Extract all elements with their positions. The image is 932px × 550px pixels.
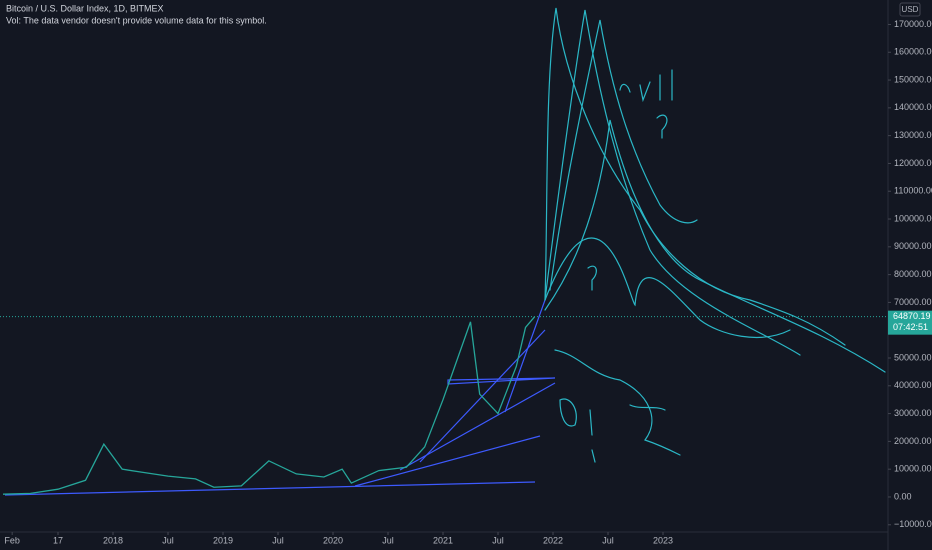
- x-tick-label: 2018: [103, 535, 123, 545]
- y-tick-label: 120000.00: [894, 158, 932, 168]
- y-tick-label: 10000.00: [894, 464, 932, 474]
- y-tick-label: 50000.00: [894, 352, 932, 362]
- last-price-label: 64870.19: [893, 311, 931, 321]
- y-tick-label: 70000.00: [894, 297, 932, 307]
- y-tick-label: 110000.00: [894, 186, 932, 196]
- x-tick-label: Jul: [272, 535, 284, 545]
- x-tick-label: Feb: [4, 535, 20, 545]
- chart-subtitle: Vol: The data vendor doesn't provide vol…: [6, 15, 267, 25]
- currency-button[interactable]: [899, 2, 921, 17]
- countdown-label: 07:42:51: [893, 322, 928, 332]
- y-tick-label: 100000.00: [894, 213, 932, 223]
- x-tick-label: 2021: [433, 535, 453, 545]
- freehand-drawings: [544, 7, 886, 463]
- x-tick-label: 2019: [213, 535, 233, 545]
- last-price-box: [888, 310, 932, 335]
- x-tick-label: Jul: [382, 535, 394, 545]
- y-tick-label: 130000.00: [894, 130, 932, 140]
- y-tick-label: 150000.00: [894, 74, 932, 84]
- y-tick-label: −10000.00: [894, 519, 932, 529]
- x-tick-label: 2022: [543, 535, 563, 545]
- x-tick-label: Jul: [162, 535, 174, 545]
- y-tick-label: 20000.00: [894, 436, 932, 446]
- y-tick-label: 90000.00: [894, 241, 932, 251]
- currency-label: USD: [902, 5, 919, 14]
- price-line: [2, 316, 536, 495]
- x-tick-label: 17: [53, 535, 63, 545]
- y-tick-label: 140000.00: [894, 102, 932, 112]
- x-tick-label: Jul: [602, 535, 614, 545]
- y-tick-label: 40000.00: [894, 380, 932, 390]
- x-tick-label: 2020: [323, 535, 343, 545]
- trend-lines: [4, 299, 556, 496]
- y-tick-label: 0.00: [894, 491, 912, 501]
- y-tick-label: 80000.00: [894, 269, 932, 279]
- y-tick-label: 30000.00: [894, 408, 932, 418]
- chart-title: Bitcoin / U.S. Dollar Index, 1D, BITMEX: [6, 3, 164, 13]
- y-tick-label: 170000.00: [894, 19, 932, 29]
- x-tick-label: 2023: [653, 535, 673, 545]
- x-tick-label: Jul: [492, 535, 504, 545]
- y-tick-label: 160000.00: [894, 47, 932, 57]
